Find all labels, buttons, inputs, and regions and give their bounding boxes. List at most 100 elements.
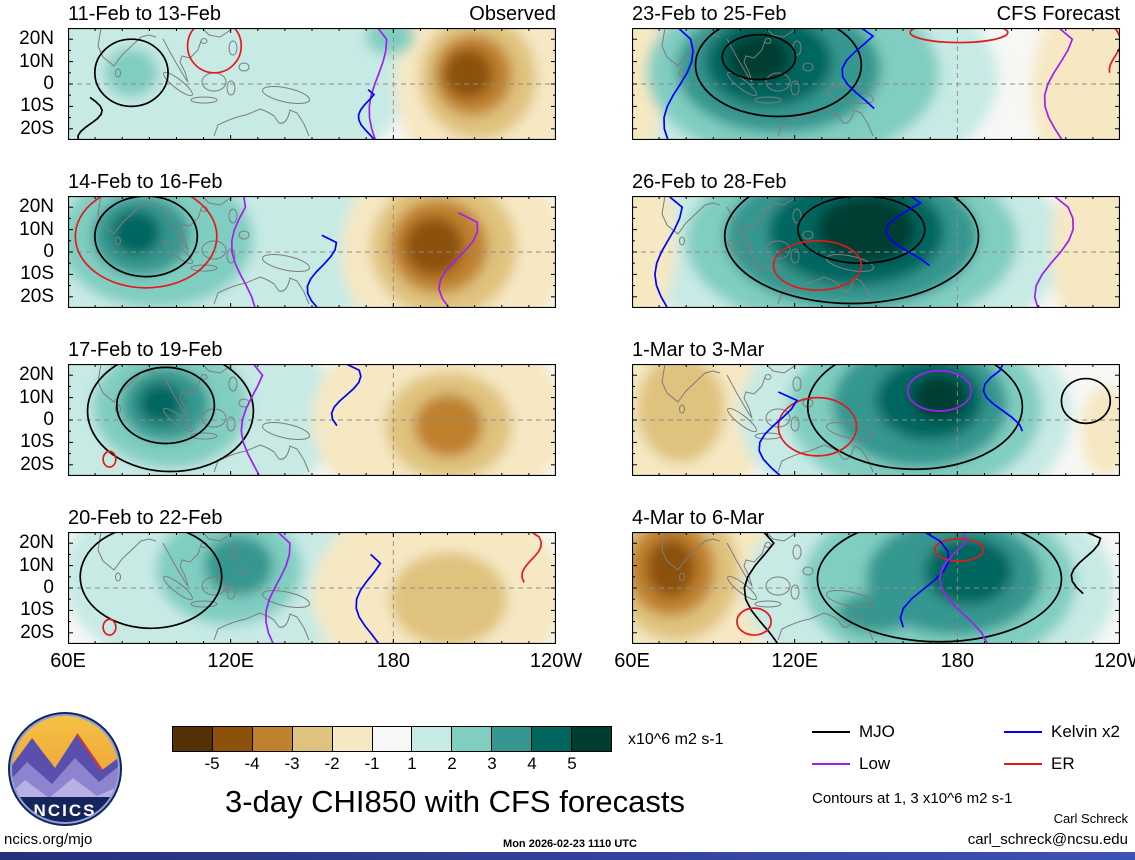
colorbar-swatches	[172, 726, 612, 752]
mjo-line-swatch	[812, 731, 850, 733]
legend-row: Low ER	[812, 754, 1130, 774]
y-tick-label: 10N	[19, 218, 54, 240]
x-tick-label: 120E	[771, 650, 819, 672]
y-tick-label: 0	[43, 241, 54, 262]
legend-label: ER	[1051, 754, 1075, 773]
bottom-bar	[0, 852, 1135, 860]
panel-title-bar: 26-Feb to 28-Feb	[632, 170, 1120, 194]
low-line-swatch	[812, 763, 850, 765]
y-tick-label: 0	[43, 73, 54, 94]
y-axis-labels: 20N 10N 0 10S 20S	[2, 28, 60, 140]
kelvin-line-swatch	[1004, 731, 1042, 733]
y-tick-label: 20N	[19, 28, 54, 50]
colorbar-tick-label: -2	[324, 754, 340, 773]
x-axis-labels-right: 60E 120E 180 120W	[614, 650, 1135, 678]
colorbar-tick-label: 4	[527, 754, 537, 773]
panel-row-4: 20N 10N 0 10S 20S 20-Feb to 22-Feb 4-Mar to …	[0, 506, 1135, 648]
map-panel-forecast-3	[632, 364, 1120, 476]
panel-title-bar: 11-Feb to 13-Feb Observed	[68, 2, 556, 26]
map-panel-forecast-1	[632, 28, 1120, 140]
y-tick-label: 10S	[20, 95, 54, 117]
panel-date-range: 11-Feb to 13-Feb	[68, 3, 222, 25]
panel-title-bar: 23-Feb to 25-Feb CFS Forecast	[632, 2, 1120, 26]
colorbar-tick-label: -4	[244, 754, 260, 773]
colorbar-cell	[252, 727, 293, 751]
colorbar-tick-label: 3	[487, 754, 497, 773]
colorbar-tick-label: -5	[204, 754, 220, 773]
panel-date-range: 1-Mar to 3-Mar	[632, 339, 765, 361]
x-tick-label: 120W	[529, 650, 583, 672]
colorbar-tick-label: -3	[284, 754, 300, 773]
panel-date-range: 17-Feb to 19-Feb	[68, 339, 223, 361]
y-tick-label: 10N	[19, 386, 54, 408]
author-credit: Carl Schreck	[1053, 811, 1128, 826]
panel-date-range: 20-Feb to 22-Feb	[68, 507, 223, 529]
colorbar-labels: -5 -4 -3 -2 -1 1 2 3 4 5	[172, 752, 612, 776]
legend-label: Kelvin x2	[1051, 722, 1120, 741]
map-panel-observed-4	[68, 532, 556, 644]
observed-label: Observed	[469, 3, 556, 25]
y-tick-label: 20N	[19, 364, 54, 386]
cfs-forecast-label: CFS Forecast	[996, 3, 1120, 25]
colorbar-cell	[572, 727, 611, 751]
panel-title-bar: 17-Feb to 19-Feb	[68, 338, 556, 362]
figure-title: 3-day CHI850 with CFS forecasts	[224, 784, 685, 819]
y-axis-labels: 20N 10N 0 10S 20S	[2, 364, 60, 476]
legend-item-low: Low	[812, 754, 1004, 774]
colorbar-cell	[332, 727, 373, 751]
panel-title-bar: 20-Feb to 22-Feb	[68, 506, 556, 530]
y-tick-label: 20S	[20, 117, 54, 139]
map-panel-forecast-4	[632, 532, 1120, 644]
y-tick-label: 10S	[20, 599, 54, 621]
panel-row-2: 20N 10N 0 10S 20S 14-Feb to 16-Feb 26-Feb to…	[0, 170, 1135, 312]
colorbar-cell	[212, 727, 253, 751]
y-tick-label: 20S	[20, 453, 54, 475]
map-panel-forecast-2	[632, 196, 1120, 308]
x-tick-label: 120W	[1093, 650, 1135, 672]
contour-note: Contours at 1, 3 x10^6 m2 s-1	[812, 790, 1013, 807]
y-tick-label: 10S	[20, 263, 54, 285]
colorbar-cell	[492, 727, 533, 751]
y-tick-label: 0	[43, 577, 54, 598]
x-tick-label: 120E	[207, 650, 255, 672]
panel-date-range: 14-Feb to 16-Feb	[68, 171, 223, 193]
legend-label: Low	[859, 754, 891, 773]
colorbar-unit: x10^6 m2 s-1	[628, 731, 724, 748]
timestamp: Mon 2026-02-23 1110 UTC	[503, 838, 637, 850]
panel-title-bar: 14-Feb to 16-Feb	[68, 170, 556, 194]
panel-row-3: 20N 10N 0 10S 20S 17-Feb to 19-Feb 1-Mar to …	[0, 338, 1135, 480]
ncics-logo: NCICS	[8, 712, 122, 826]
colorbar-cell	[412, 727, 453, 751]
colorbar-tick-label: 5	[567, 754, 577, 773]
y-tick-label: 10N	[19, 554, 54, 576]
logo-inner-ring	[10, 714, 120, 824]
logo-ridge-line	[76, 733, 103, 771]
panel-date-range: 4-Mar to 6-Mar	[632, 507, 765, 529]
logo-text: NCICS	[34, 801, 97, 820]
map-panel-observed-2	[68, 196, 556, 308]
legend: MJO Kelvin x2 Low ER	[812, 722, 1130, 786]
panel-date-range: 26-Feb to 28-Feb	[632, 171, 787, 193]
legend-item-kelvin: Kelvin x2	[1004, 722, 1120, 742]
colorbar: -5 -4 -3 -2 -1 1 2 3 4 5	[172, 726, 612, 776]
legend-label: MJO	[859, 722, 895, 741]
colorbar-cell	[173, 727, 213, 751]
er-line-swatch	[1004, 763, 1042, 765]
legend-row: MJO Kelvin x2	[812, 722, 1130, 742]
x-tick-label: 180	[376, 650, 410, 672]
y-tick-label: 20S	[20, 285, 54, 307]
colorbar-cell	[532, 727, 573, 751]
map-panel-observed-3	[68, 364, 556, 476]
y-tick-label: 10S	[20, 431, 54, 453]
x-tick-label: 60E	[614, 650, 650, 672]
y-tick-label: 20N	[19, 196, 54, 218]
author-email: carl_schreck@ncsu.edu	[967, 831, 1128, 848]
y-tick-label: 20N	[19, 532, 54, 554]
map-panel-observed-1	[68, 28, 556, 140]
panel-row-1: 20N 10N 0 10S 20S 11-Feb to 13-Feb Observed …	[0, 2, 1135, 144]
legend-item-er: ER	[1004, 754, 1075, 774]
colorbar-cell	[372, 727, 413, 751]
x-tick-label: 180	[940, 650, 974, 672]
site-url: ncics.org/mjo	[4, 831, 93, 848]
